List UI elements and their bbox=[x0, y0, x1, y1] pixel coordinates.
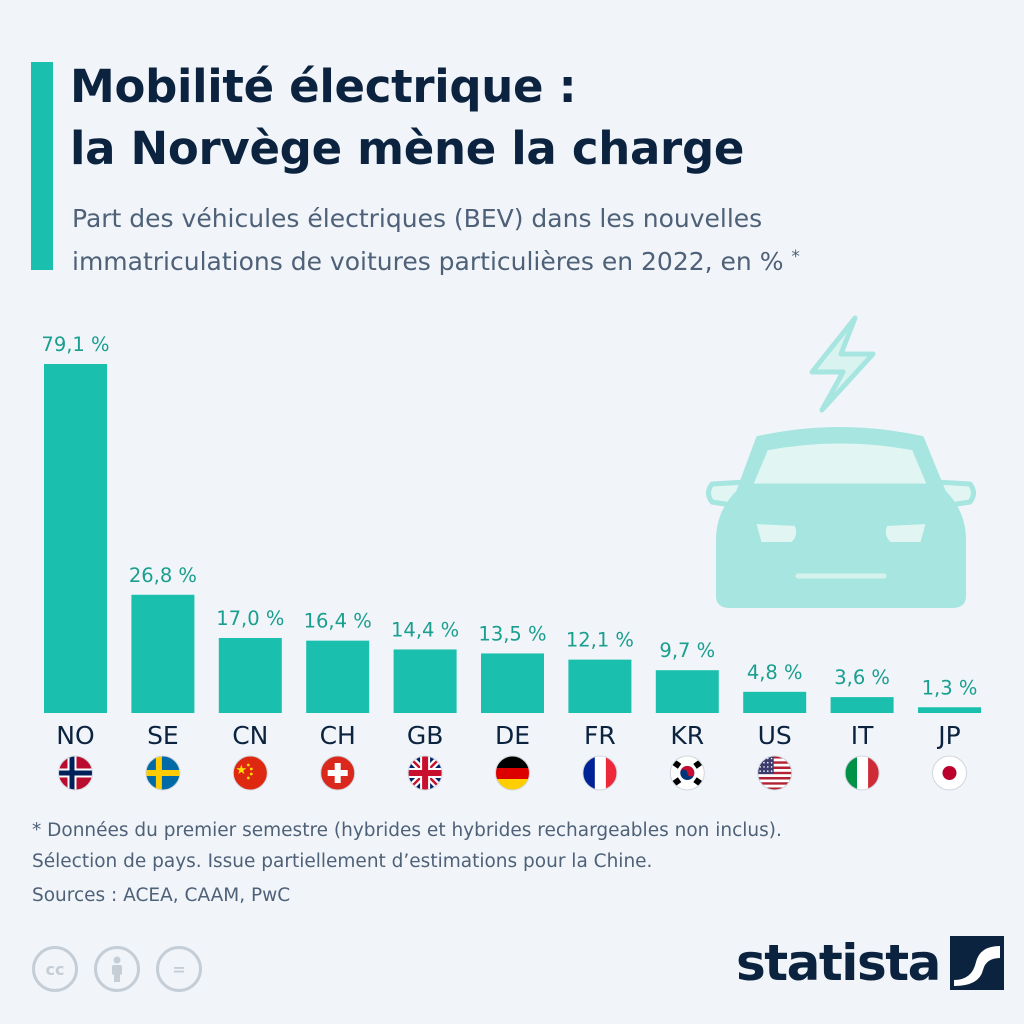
flag-uk-icon bbox=[407, 755, 443, 791]
category-label-gb: GB bbox=[407, 721, 444, 750]
category-label-se: SE bbox=[147, 721, 179, 750]
value-label-kr: 9,7 % bbox=[659, 639, 715, 662]
electric-car-icon bbox=[706, 315, 976, 608]
subtitle-line-2-text: immatriculations de voitures particulièr… bbox=[72, 247, 784, 276]
bar-de bbox=[481, 653, 544, 713]
value-label-gb: 14,4 % bbox=[391, 618, 459, 641]
flags: ★ bbox=[58, 755, 967, 791]
subtitle: Part des véhicules électriques (BEV) dan… bbox=[72, 200, 1012, 281]
flag-norway-icon bbox=[58, 755, 93, 791]
logo-text: statista bbox=[736, 934, 941, 992]
footnote-line-1: * Données du premier semestre (hybrides … bbox=[32, 820, 782, 841]
flag-switzerland-icon bbox=[320, 755, 356, 791]
flag-china-icon: ★ bbox=[232, 755, 268, 791]
category-label-de: DE bbox=[495, 721, 530, 750]
footnote: * Données du premier semestre (hybrides … bbox=[32, 815, 1012, 877]
category-label-us: US bbox=[758, 721, 792, 750]
category-label-fr: FR bbox=[584, 721, 616, 750]
bar-ch bbox=[306, 640, 370, 713]
value-label-no: 79,1 % bbox=[41, 333, 109, 356]
attribution-icon[interactable] bbox=[94, 946, 140, 992]
value-labels: 79,1 % 26,8 % 17,0 % 16,4 % 14,4 % 13,5 % 12,1… bbox=[41, 333, 977, 699]
category-label-no: NO bbox=[56, 721, 94, 750]
bar-jp bbox=[918, 707, 981, 713]
category-label-cn: CN bbox=[232, 721, 268, 750]
flag-japan-icon bbox=[932, 755, 967, 791]
bar-it bbox=[830, 697, 894, 713]
statista-logo[interactable]: statista bbox=[736, 934, 1004, 992]
category-label-jp: JP bbox=[936, 721, 960, 750]
license-icons: cc = bbox=[32, 946, 202, 992]
flag-south-korea-icon bbox=[669, 755, 705, 791]
footnote-line-2: Sélection de pays. Issue partiellement d… bbox=[32, 851, 653, 872]
flag-france-icon bbox=[582, 755, 618, 791]
bar-se bbox=[131, 594, 195, 713]
title-line-1: Mobilité électrique : bbox=[70, 60, 577, 113]
page-title: Mobilité électrique : la Norvège mène la… bbox=[70, 56, 1000, 180]
flag-germany-icon bbox=[495, 755, 530, 791]
bar-fr bbox=[568, 659, 632, 713]
bar-cn bbox=[218, 637, 282, 713]
subtitle-footnote-mark: * bbox=[791, 247, 800, 267]
statista-logo-icon bbox=[949, 936, 1004, 990]
no-derivatives-icon-text: = bbox=[172, 959, 186, 979]
bar-no bbox=[44, 364, 107, 713]
value-label-jp: 1,3 % bbox=[922, 676, 978, 699]
bars bbox=[44, 364, 981, 713]
flag-sweden-icon bbox=[145, 755, 181, 791]
value-label-de: 13,5 % bbox=[478, 622, 546, 645]
flag-italy-icon bbox=[844, 755, 880, 791]
subtitle-line-2: immatriculations de voitures particulièr… bbox=[72, 238, 1012, 281]
value-label-ch: 16,4 % bbox=[304, 610, 372, 633]
category-labels: NO SE CN CH GB DE FR KR US IT JP bbox=[56, 721, 960, 750]
value-label-se: 26,8 % bbox=[129, 564, 197, 587]
bar-us bbox=[743, 691, 807, 713]
cc-icon[interactable]: cc bbox=[32, 946, 78, 992]
sources: Sources : ACEA, CAAM, PwC bbox=[32, 885, 291, 906]
category-label-kr: KR bbox=[670, 721, 704, 750]
title-line-2: la Norvège mène la charge bbox=[70, 122, 745, 175]
svg-text:★: ★ bbox=[235, 763, 247, 778]
value-label-cn: 17,0 % bbox=[216, 607, 284, 630]
accent-bar bbox=[31, 62, 53, 270]
category-label-it: IT bbox=[851, 721, 874, 750]
value-label-us: 4,8 % bbox=[747, 661, 803, 684]
category-label-ch: CH bbox=[320, 721, 356, 750]
flag-usa-icon bbox=[757, 755, 793, 791]
cc-icon-text: cc bbox=[45, 959, 65, 979]
bar-kr bbox=[655, 670, 719, 713]
no-derivatives-icon[interactable]: = bbox=[156, 946, 202, 992]
bar-gb bbox=[393, 649, 457, 713]
subtitle-line-1: Part des véhicules électriques (BEV) dan… bbox=[72, 204, 763, 233]
value-label-fr: 12,1 % bbox=[566, 629, 634, 652]
value-label-it: 3,6 % bbox=[834, 666, 890, 689]
person-icon bbox=[112, 956, 122, 982]
